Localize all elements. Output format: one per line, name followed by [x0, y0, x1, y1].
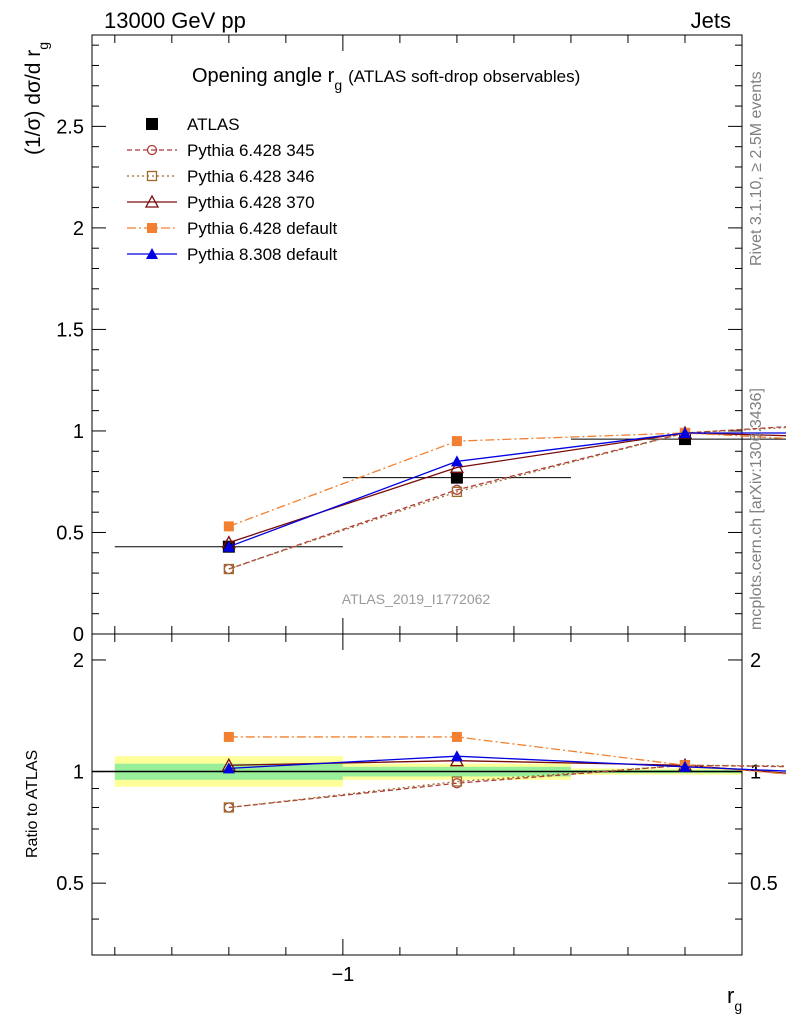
main-series-line: [228, 432, 786, 544]
data-series: [114, 425, 786, 813]
main-y-axis-label-subscript: g: [35, 42, 51, 50]
x-axis-label: rg: [727, 983, 742, 1014]
legend-entry-4: Pythia 6.428 default: [127, 219, 338, 238]
legend-marker: [146, 118, 158, 130]
legend-entry-0: ATLAS: [146, 115, 240, 134]
main-data-point: [223, 521, 234, 532]
main-data-point: [222, 540, 235, 552]
legend-entry-5: Pythia 8.308 default: [127, 245, 338, 264]
main-title-parenthetical: (ATLAS soft-drop observables): [348, 67, 580, 86]
legend-label: Pythia 6.428 345: [187, 141, 315, 160]
legend-marker: [146, 144, 158, 156]
main-y-axis-label-text: (1/σ) dσ/d r: [22, 50, 45, 155]
ratio-series-line: [228, 755, 786, 772]
ratio-data-point: [223, 802, 234, 813]
ratio-data-point: [451, 776, 463, 787]
ratio-series-line: [228, 736, 786, 775]
main-series-line: [228, 426, 786, 570]
ratio-data-point: [450, 750, 463, 762]
ratio-series-4: [222, 750, 786, 774]
ratio-data-point: [451, 731, 462, 742]
x-axis-label-subscript: g: [734, 998, 742, 1014]
main-data-point: [449, 460, 465, 474]
mcplots-reference-label: mcplots.cern.ch [arXiv:1306.3436]: [748, 388, 765, 630]
main-series-0: [114, 433, 786, 553]
main-series-5: [222, 426, 786, 552]
header-right-label: Jets: [691, 8, 731, 33]
ratio-y-tick-label-left: 2: [73, 650, 84, 672]
legend-label: Pythia 6.428 370: [187, 193, 315, 212]
legend-label: Pythia 6.428 default: [187, 219, 338, 238]
legend-label: ATLAS: [187, 115, 240, 134]
main-series-line: [228, 432, 786, 527]
main-data-point: [450, 455, 463, 467]
legend-label: Pythia 8.308 default: [187, 245, 338, 264]
main-data-point: [451, 436, 462, 447]
main-series-line: [228, 432, 786, 548]
ratio-y-tick-label-right: 1: [750, 762, 761, 784]
ratio-series-line: [228, 760, 786, 774]
ratio-data-point: [223, 731, 234, 742]
rivet-version-label: Rivet 3.1.10, ≥ 2.5M events: [748, 71, 765, 266]
legend-marker: [144, 194, 160, 208]
legend-entry-2: Pythia 6.428 346: [127, 167, 315, 186]
main-y-axis-label: (1/σ) dσ/d rg: [22, 42, 51, 155]
analysis-watermark: ATLAS_2019_I1772062: [342, 591, 491, 607]
ratio-series-line: [228, 764, 786, 809]
header-left-label: 13000 GeV pp: [104, 8, 246, 33]
main-y-tick-label: 1: [73, 421, 84, 443]
main-data-point: [678, 426, 691, 438]
ratio-plot-frame: [91, 633, 743, 956]
main-y-tick-label: 1.5: [56, 319, 84, 341]
main-title-text: Opening angle r: [192, 65, 335, 87]
main-series-4: [223, 427, 786, 532]
main-y-tick-label: 2.5: [56, 116, 84, 138]
legend-marker: [146, 248, 158, 259]
plot-frames: [91, 34, 743, 956]
main-y-tick-label: 0.5: [56, 522, 84, 544]
main-data-point: [223, 563, 234, 575]
ratio-y-axis-label: Ratio to ATLAS: [24, 750, 41, 858]
ratio-y-tick-label-right: 0.5: [750, 873, 778, 895]
main-data-point: [451, 486, 463, 498]
ratio-data-point: [222, 762, 235, 774]
main-series-3: [221, 425, 786, 549]
ratio-y-tick-label-left: 1: [73, 762, 84, 784]
main-title: Opening angle rg (ATLAS soft-drop observa…: [192, 65, 580, 93]
legend: ATLAS Pythia 6.428 345 Pythia 6.428 346 Pyt…: [127, 115, 338, 264]
legend-entry-3: Pythia 6.428 370: [127, 193, 315, 212]
x-tick-label: −1: [331, 964, 354, 986]
x-axis-label-text: r: [727, 983, 734, 1008]
main-series-line: [228, 426, 786, 570]
legend-marker: [147, 223, 157, 233]
legend-entry-1: Pythia 6.428 345: [127, 141, 315, 160]
main-y-tick-label: 2: [73, 218, 84, 240]
ratio-y-tick-label-left: 0.5: [56, 873, 84, 895]
main-y-tick-label: 0: [73, 624, 84, 646]
main-data-point: [450, 471, 463, 484]
ratio-data-point: [678, 760, 691, 772]
main-series-1: [223, 426, 786, 575]
legend-marker: [146, 170, 158, 182]
legend-label: Pythia 6.428 346: [187, 167, 315, 186]
main-title-subscript: g: [334, 77, 342, 93]
ratio-y-tick-label-right: 2: [750, 650, 761, 672]
